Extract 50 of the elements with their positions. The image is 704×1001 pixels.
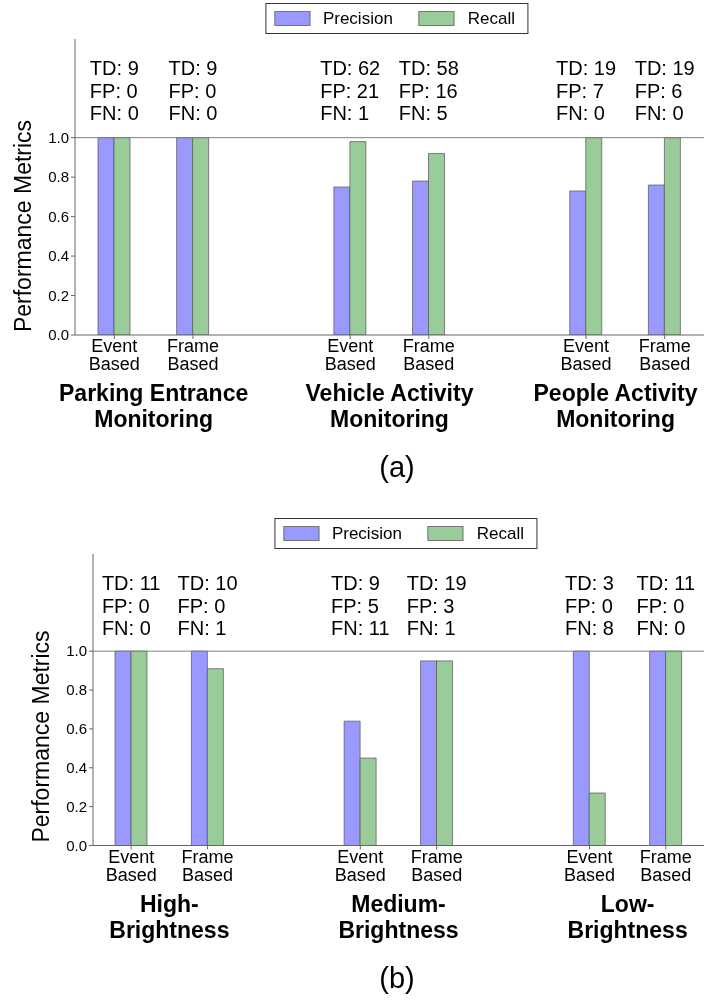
text: (a) (379, 451, 415, 483)
y-tick-label: 0.2 (66, 797, 87, 815)
annotation: TD: 58 FP: 16 FN: 5 (398, 57, 459, 124)
annotation: TD: 11 FP: 0 FN: 0 (101, 572, 161, 639)
x-tick-label: Frame Based (410, 846, 463, 885)
x-tick-label: Event Based (324, 336, 376, 374)
text: (b) (379, 961, 415, 994)
y-tick-label: 0.8 (48, 168, 69, 186)
x-tick-label: Event Based (560, 336, 612, 374)
x-tick-label: Event Based (105, 846, 157, 885)
x-tick-label: Frame Based (639, 846, 692, 885)
annotation: TD: 19 FP: 3 FN: 1 (406, 572, 467, 639)
legend-label: Precision (322, 8, 393, 29)
annotation: TD: 10 FP: 0 FN: 1 (177, 572, 238, 639)
y-axis-title: Performance Metrics (10, 119, 36, 333)
annotation: TD: 3 FP: 0 FN: 8 (564, 572, 614, 639)
text: Vehicle Activity Monitoring (305, 380, 474, 432)
y-tick-label: 1.0 (66, 642, 87, 660)
text: Medium- Brightness (338, 890, 459, 943)
y-tick-label: 0.0 (48, 326, 69, 344)
x-tick-label: Event Based (88, 336, 140, 374)
x-tick-label: Frame Based (402, 336, 455, 374)
annotation: TD: 19 FP: 7 FN: 0 (556, 57, 617, 124)
x-tick-label: Frame Based (166, 336, 219, 374)
annotation: TD: 9 FP: 0 FN: 0 (89, 57, 139, 124)
y-tick-label: 0.6 (66, 720, 87, 738)
text: Parking Entrance Monitoring (59, 380, 249, 432)
y-tick-label: 0.6 (48, 207, 69, 225)
text: Low- Brightness (567, 890, 688, 943)
annotation: TD: 19 FP: 6 FN: 0 (634, 57, 695, 124)
annotation: TD: 11 FP: 0 FN: 0 (636, 572, 696, 639)
y-tick-label: 0.8 (66, 681, 87, 699)
y-tick-label: 0.0 (66, 836, 87, 854)
legend-label: Recall (476, 523, 525, 544)
y-axis-title: Performance Metrics (28, 630, 54, 843)
y-tick-label: 0.4 (66, 759, 87, 777)
x-tick-label: Frame Based (181, 846, 234, 885)
x-tick-label: Event Based (563, 846, 615, 885)
annotation: TD: 62 FP: 21 FN: 1 (320, 57, 381, 124)
annotation: TD: 9 FP: 0 FN: 0 (168, 57, 218, 124)
text: High- Brightness (109, 890, 230, 943)
y-tick-label: 0.2 (48, 286, 69, 304)
x-tick-label: Event Based (334, 846, 386, 885)
text: People Activity Monitoring (533, 380, 698, 432)
annotation: TD: 9 FP: 5 FN: 11 (331, 572, 390, 639)
y-tick-label: 1.0 (48, 128, 69, 146)
x-tick-label: Frame Based (638, 336, 691, 374)
legend-label: Recall (467, 8, 516, 29)
legend-label: Precision (331, 523, 402, 544)
y-tick-label: 0.4 (48, 247, 69, 265)
